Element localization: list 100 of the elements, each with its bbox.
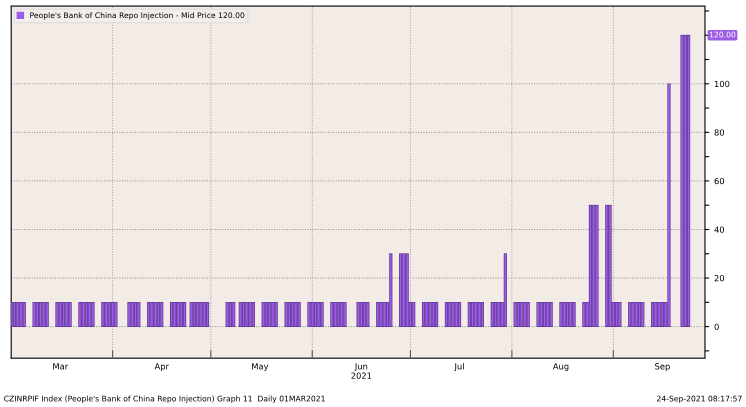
bar [366, 302, 370, 327]
bar [284, 302, 288, 327]
bar [248, 302, 252, 327]
bar [494, 302, 498, 327]
bar [504, 253, 507, 327]
bar [127, 302, 131, 327]
bar [363, 302, 366, 327]
bar [379, 302, 383, 327]
bar [667, 83, 671, 327]
bar [173, 302, 176, 327]
bar [294, 302, 298, 327]
bar [471, 302, 474, 327]
bar [156, 302, 160, 327]
bar [399, 253, 402, 327]
bar [660, 302, 664, 327]
bar [88, 302, 92, 327]
bar [264, 302, 268, 327]
bar [540, 302, 543, 327]
bar [288, 302, 291, 327]
x-tick-label: Apr [154, 363, 169, 372]
bar [245, 302, 248, 327]
bar [402, 253, 406, 327]
bar [108, 302, 111, 327]
bar [526, 302, 530, 327]
bar [320, 302, 324, 327]
bar [422, 302, 426, 327]
bar [382, 302, 386, 327]
bar [58, 302, 62, 327]
bar [330, 302, 334, 327]
bar [588, 204, 592, 327]
bar [190, 302, 193, 327]
bar [360, 302, 363, 327]
bar [684, 34, 687, 327]
bar [406, 253, 409, 327]
bar [114, 302, 118, 327]
bar [36, 302, 39, 327]
bar [226, 302, 229, 327]
bar [206, 302, 210, 327]
x-tick-label: Jul [454, 363, 464, 372]
bar [543, 302, 546, 327]
bar [546, 302, 550, 327]
x-tick-label: Sep [655, 363, 670, 372]
bar [428, 302, 432, 327]
bar [480, 302, 484, 327]
bar [183, 302, 186, 327]
bar [192, 302, 196, 327]
bar [516, 302, 520, 327]
bar [448, 302, 452, 327]
bar [154, 302, 157, 327]
bar [520, 302, 524, 327]
bar [91, 302, 95, 327]
bar [78, 302, 82, 327]
bar [412, 302, 416, 327]
bar [474, 302, 478, 327]
y-tick-label: 40 [714, 226, 724, 233]
bar [389, 253, 392, 327]
bar [291, 302, 294, 327]
bar [199, 302, 203, 327]
bar [343, 302, 347, 327]
bar [651, 302, 654, 327]
bar [82, 302, 85, 327]
bar [514, 302, 517, 327]
y-tick-label: 80 [714, 129, 724, 136]
bar [19, 302, 23, 327]
bar [111, 302, 114, 327]
bar [232, 302, 236, 327]
bar [62, 302, 66, 327]
bar [160, 302, 164, 327]
bar [101, 302, 104, 327]
bar [12, 302, 16, 327]
x-tick-label: Aug [552, 363, 568, 372]
bar [252, 302, 255, 327]
bar [425, 302, 428, 327]
x-tick-label: Jun 2021 [351, 363, 372, 379]
bar [451, 302, 455, 327]
bar [104, 302, 108, 327]
bar [130, 302, 134, 327]
bar [55, 302, 59, 327]
bar [147, 302, 150, 327]
bar [42, 302, 46, 327]
bar [274, 302, 278, 327]
bar [468, 302, 471, 327]
bar [22, 302, 26, 327]
bar [271, 302, 275, 327]
bar [566, 302, 570, 327]
bar [16, 302, 20, 327]
bar [654, 302, 658, 327]
bar [572, 302, 576, 327]
bar [238, 302, 242, 327]
bar [202, 302, 206, 327]
bar [242, 302, 246, 327]
bar [680, 34, 684, 327]
bar [11, 302, 13, 327]
bar [615, 302, 618, 327]
bar [314, 302, 318, 327]
bar [458, 302, 462, 327]
bar [39, 302, 42, 327]
bar [490, 302, 494, 327]
bar [32, 302, 36, 327]
bar [658, 302, 661, 327]
